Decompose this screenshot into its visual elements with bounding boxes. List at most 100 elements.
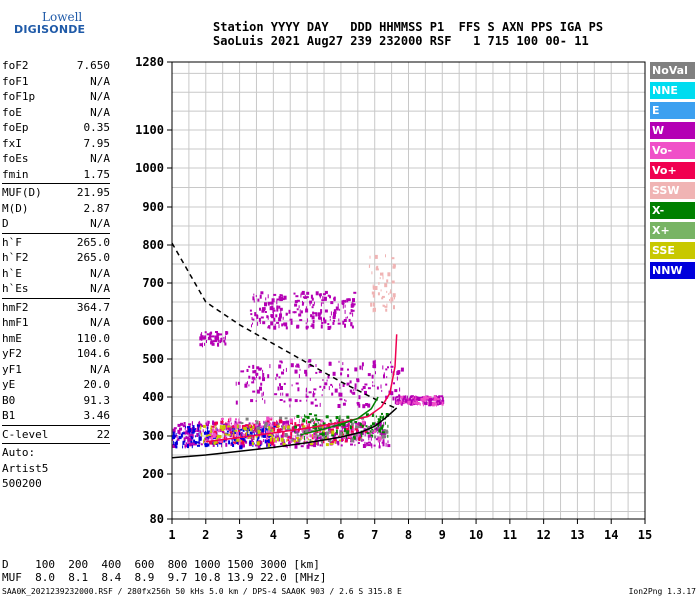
echo-point: [278, 364, 282, 369]
echo-point: [212, 436, 214, 441]
echo-point: [350, 322, 353, 327]
echo-point: [349, 380, 352, 384]
echo-point: [245, 432, 247, 436]
echo-point: [306, 424, 309, 428]
echo-point: [205, 422, 207, 425]
echo-point: [354, 444, 356, 447]
x-tick-label: 5: [304, 528, 311, 542]
echo-point: [221, 429, 224, 434]
echo-point: [256, 366, 260, 370]
legend-item-vo: Vo+: [650, 161, 695, 180]
param-value: 0.35: [83, 121, 111, 134]
echo-point: [334, 388, 338, 393]
echo-point: [289, 418, 293, 421]
echo-point: [437, 399, 439, 403]
echo-point: [297, 431, 300, 433]
echo-point: [329, 361, 331, 365]
echo-point: [321, 438, 324, 440]
echo-point: [256, 441, 260, 446]
logo-lowell-text: Lowell: [42, 10, 83, 24]
echo-point: [220, 420, 224, 423]
echo-point: [217, 435, 219, 438]
echo-point: [184, 427, 186, 430]
echo-point: [328, 439, 332, 442]
echo-point: [405, 395, 407, 400]
echo-point: [246, 428, 248, 433]
echo-point: [346, 430, 350, 435]
echo-point: [200, 443, 203, 446]
echo-point: [258, 367, 262, 370]
lowell-digisonde-logo: Lowell DIGISONDE: [4, 10, 104, 40]
echo-point: [232, 425, 236, 428]
echo-point: [372, 384, 374, 387]
echo-point: [203, 437, 205, 441]
echo-point: [289, 418, 293, 423]
echo-point: [330, 383, 333, 386]
echo-point: [350, 443, 353, 446]
echo-point: [307, 424, 309, 427]
echo-point: [340, 430, 343, 433]
echo-point: [324, 309, 328, 313]
echo-point: [372, 364, 374, 368]
echo-point: [253, 293, 255, 296]
echo-point: [255, 400, 257, 402]
echo-point: [340, 444, 343, 447]
echo-point: [396, 401, 398, 405]
echo-point: [428, 396, 432, 399]
echo-point: [340, 367, 344, 371]
echo-point: [245, 440, 248, 444]
echo-point: [357, 442, 360, 444]
echo-point: [328, 386, 330, 391]
echo-point: [301, 303, 304, 306]
echo-point: [232, 433, 235, 438]
echo-point: [319, 402, 321, 407]
echo-point: [240, 440, 242, 442]
echo-point: [215, 421, 218, 425]
echo-point: [437, 396, 441, 400]
echo-point: [192, 428, 195, 433]
echo-point: [285, 312, 288, 316]
echo-point: [369, 255, 371, 259]
echo-point: [338, 360, 340, 363]
param-label: C-level: [2, 427, 49, 441]
echo-point: [276, 321, 280, 324]
echo-point: [381, 412, 383, 415]
echo-point: [248, 424, 251, 427]
echo-point: [228, 427, 232, 432]
echo-point: [272, 421, 276, 426]
echo-point: [262, 377, 265, 382]
echo-point: [413, 396, 415, 400]
echo-point: [187, 437, 191, 442]
echo-point: [333, 433, 336, 437]
echo-point: [286, 425, 290, 430]
param-row: M(D) 2.87: [2, 201, 110, 217]
echo-point: [393, 382, 395, 385]
echo-point: [273, 444, 276, 449]
echo-point: [202, 429, 204, 433]
echo-point: [247, 426, 250, 429]
y-tick-label: 500: [142, 352, 164, 366]
echo-point: [263, 425, 265, 429]
echo-point: [300, 416, 302, 419]
echo-point: [249, 440, 252, 445]
echo-point: [260, 291, 264, 295]
echo-point: [267, 434, 269, 437]
autoscale-note: Artist5: [2, 461, 49, 475]
param-separator: [2, 443, 110, 444]
echo-point: [233, 441, 236, 444]
y-tick-label: 900: [142, 200, 164, 214]
echo-point: [217, 443, 219, 447]
echo-point: [195, 441, 199, 444]
echo-point: [321, 394, 323, 397]
echo-point: [252, 427, 254, 430]
echo-point: [304, 369, 308, 374]
echo-point: [307, 438, 309, 441]
echo-point: [316, 420, 318, 423]
echo-point: [194, 430, 197, 433]
param-value: 1.75: [83, 167, 111, 181]
echo-point: [266, 315, 269, 319]
echo-point: [185, 442, 188, 445]
echo-point: [294, 439, 296, 444]
echo-point: [233, 432, 237, 435]
echo-point: [287, 436, 290, 439]
